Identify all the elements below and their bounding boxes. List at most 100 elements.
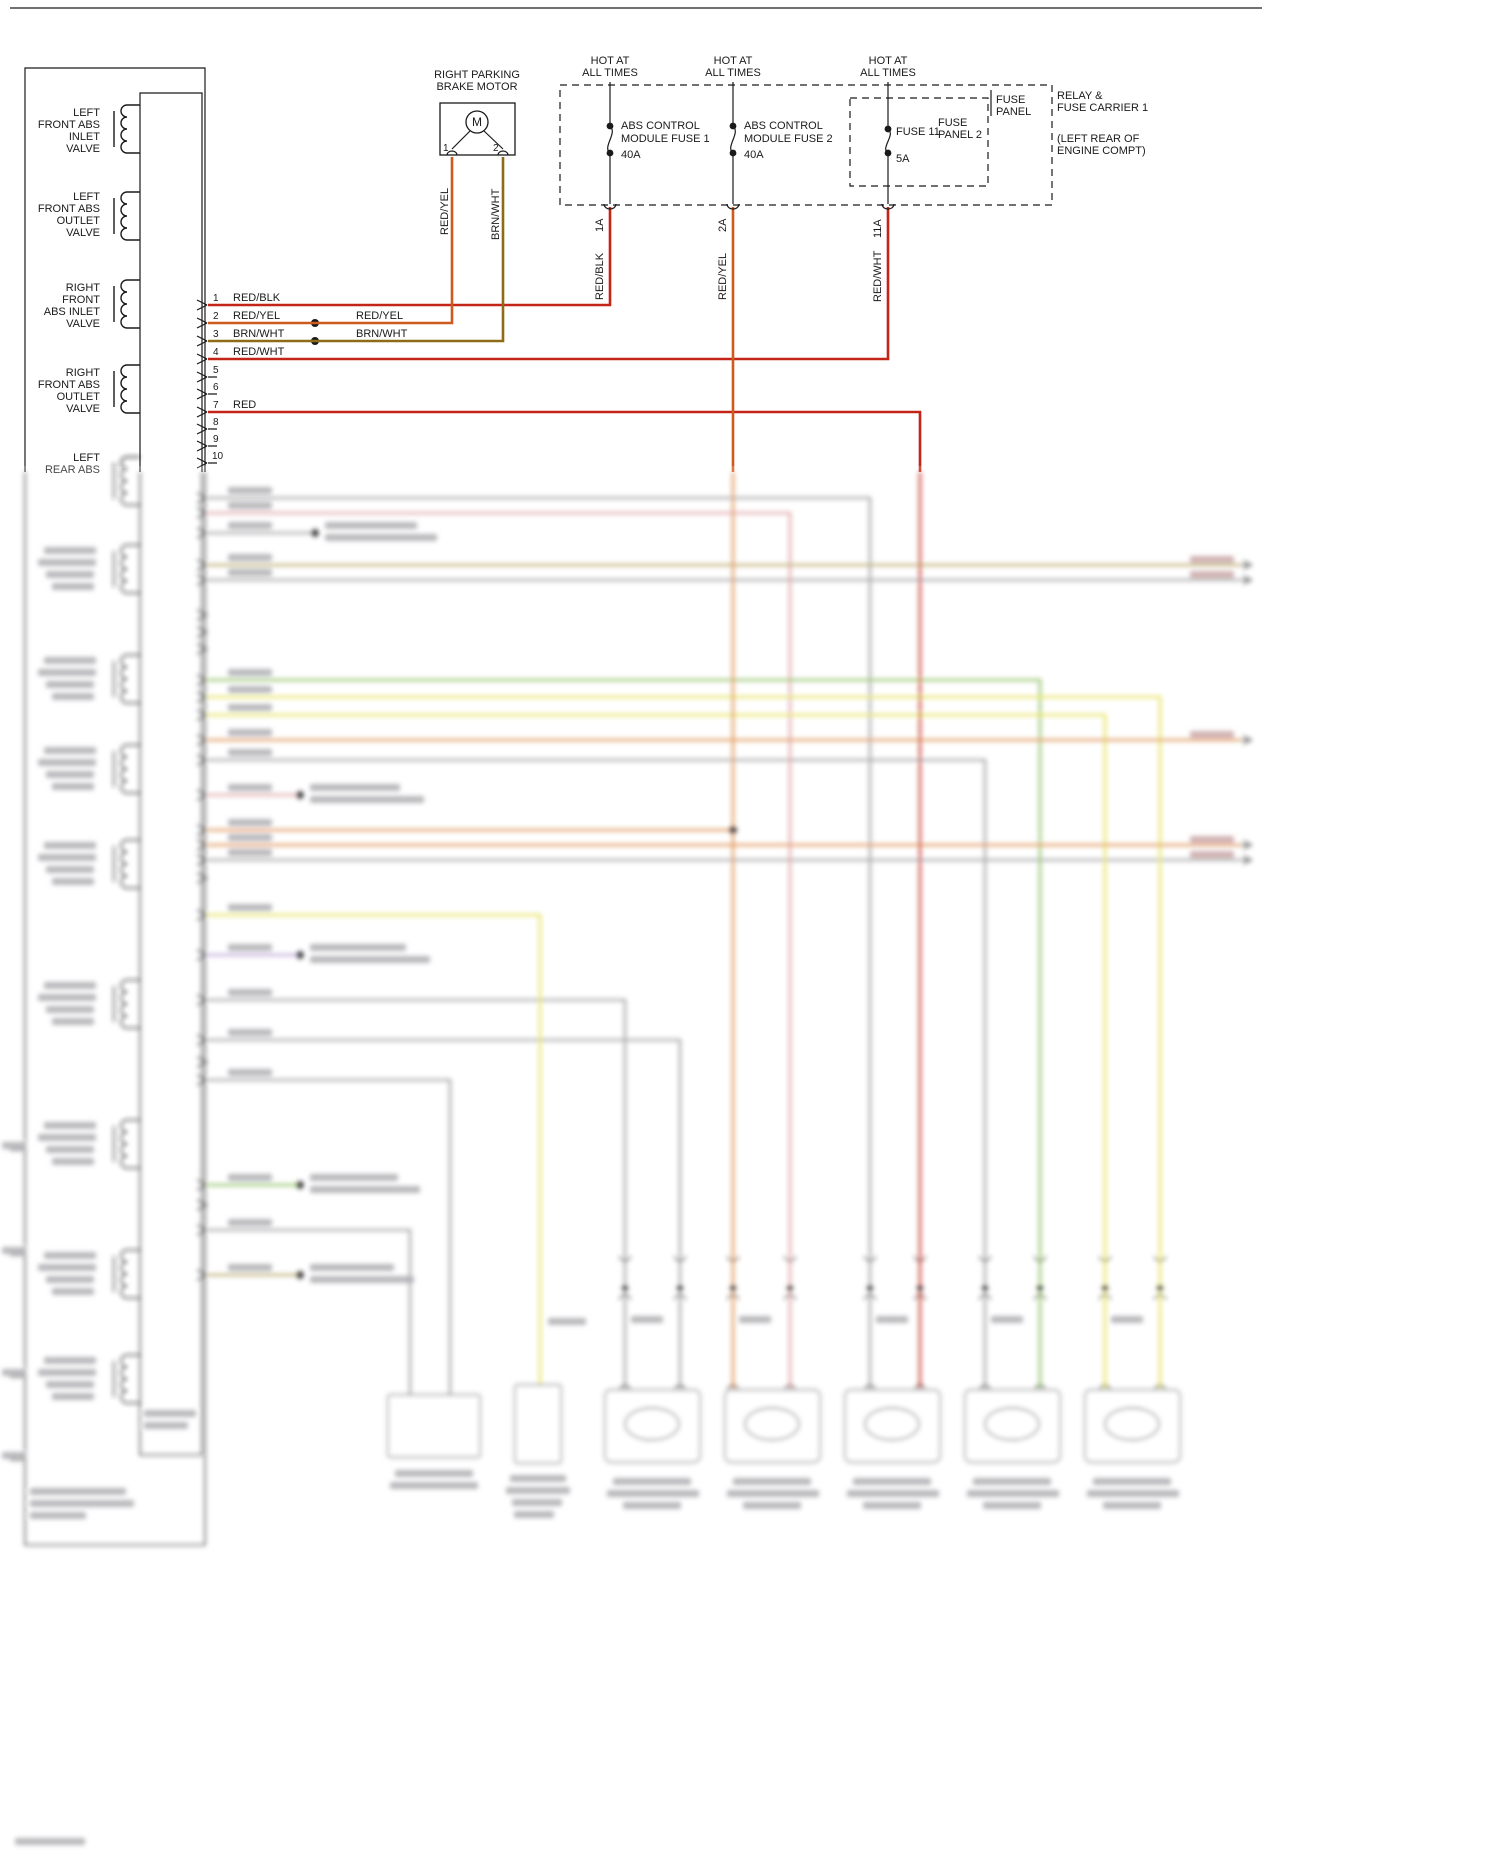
hot-at-label: ALL TIMES xyxy=(582,67,638,79)
fuse-terminal xyxy=(884,125,892,133)
pin-arc xyxy=(864,1384,876,1391)
component-label: FRONT xyxy=(62,294,100,306)
inline-connector xyxy=(727,1255,739,1301)
pin-arrow xyxy=(196,440,208,452)
blurred-text xyxy=(1087,1490,1179,1497)
blurred-text xyxy=(228,834,272,841)
pin-arrow xyxy=(196,691,208,703)
pin-number: 2 xyxy=(213,311,219,322)
splice-dot xyxy=(729,1284,737,1292)
inline-connector xyxy=(864,1255,876,1301)
component-label: RIGHT xyxy=(66,282,101,294)
blurred-lower-section xyxy=(2,456,1253,1845)
fuse-label: ABS CONTROL xyxy=(744,120,823,132)
pin-arrow xyxy=(196,492,208,504)
pin-arrow xyxy=(196,406,208,418)
solenoid-coil-symbol xyxy=(113,1249,140,1299)
blurred-text xyxy=(506,1487,570,1494)
blurred-text xyxy=(1190,556,1234,563)
blurred-text xyxy=(510,1475,566,1482)
blurred-text xyxy=(44,657,96,664)
blurred-text xyxy=(228,1029,272,1036)
fuse-label: ABS CONTROL xyxy=(621,120,700,132)
pin-arrow xyxy=(196,824,208,836)
blurred-text xyxy=(44,547,96,554)
solenoid-coil-symbol xyxy=(113,839,140,889)
motor-pin-number: 2 xyxy=(493,143,499,154)
blurred-text xyxy=(733,1478,811,1485)
solenoid-coil-symbol xyxy=(113,364,140,414)
sensor-symbol xyxy=(1104,1407,1160,1441)
hot-at-label: HOT AT xyxy=(869,55,908,67)
wire-red xyxy=(208,207,922,472)
splice-dot xyxy=(729,826,737,834)
pin-arrow xyxy=(196,353,208,365)
blurred-text xyxy=(390,1482,478,1489)
blur-wire-tan xyxy=(208,563,1240,1277)
wheel-speed-sensor xyxy=(604,1389,701,1463)
pin-arrow xyxy=(196,1199,208,1211)
blurred-text xyxy=(228,1174,272,1181)
solenoid-coil-symbol xyxy=(113,654,140,704)
pin-arrow xyxy=(196,1179,208,1191)
blurred-text xyxy=(2,1452,24,1459)
pin-arc xyxy=(979,1384,991,1391)
splice-dot xyxy=(311,529,319,537)
pin-wire-label: RED/WHT xyxy=(233,346,285,358)
pin-arrow xyxy=(196,626,208,638)
connector-decor xyxy=(113,104,208,469)
motor-pin-number: 1 xyxy=(443,143,449,154)
pin-arrow xyxy=(196,674,208,686)
splice-wire-label: RED/YEL xyxy=(356,310,403,322)
blur-wire-pink xyxy=(208,511,792,1390)
solenoid-coil-symbol xyxy=(113,1119,140,1169)
blurred-text xyxy=(46,571,94,578)
blurred-text xyxy=(38,759,96,766)
component-label: VALVE xyxy=(66,318,100,330)
blurred-text xyxy=(44,982,96,989)
control-unit-box xyxy=(387,1394,481,1458)
box-continuation xyxy=(24,472,206,1546)
pin-arrow xyxy=(196,457,208,469)
blurred-text xyxy=(631,1316,663,1323)
blurred-text xyxy=(38,994,96,1001)
pin-arc xyxy=(914,1384,926,1391)
inner-connector-box xyxy=(139,92,203,472)
blurred-text xyxy=(228,944,272,951)
sensor-symbol xyxy=(984,1407,1040,1441)
circuit-label: 11A xyxy=(872,219,884,238)
pin-arrow xyxy=(196,1224,208,1236)
blurred-text xyxy=(38,669,96,676)
blurred-text xyxy=(30,1488,126,1495)
fuse-terminal xyxy=(606,122,614,130)
hot-at-label: HOT AT xyxy=(591,55,630,67)
circuit-label: 2A xyxy=(717,218,729,232)
solenoid-coil-symbol xyxy=(113,979,140,1029)
component-label: FRONT ABS xyxy=(38,203,100,215)
blurred-text xyxy=(38,1264,96,1271)
fuse-label: 5A xyxy=(896,153,910,165)
blurred-text xyxy=(739,1316,771,1323)
component-label: LEFT xyxy=(73,452,100,464)
pin-arrow xyxy=(196,371,208,383)
blurred-text xyxy=(44,1252,96,1259)
pin-arc xyxy=(727,1384,739,1391)
pin-wire-label: BRN/WHT xyxy=(233,328,285,340)
blurred-text xyxy=(144,1422,188,1429)
fuse-terminal xyxy=(729,122,737,130)
blurred-text xyxy=(2,1369,24,1376)
pin-arrow xyxy=(196,317,208,329)
pin-arrow xyxy=(196,839,208,851)
splice-dot xyxy=(296,1181,304,1189)
fuse-panel-2-label: PANEL 2 xyxy=(938,129,982,141)
pin-arrow xyxy=(196,709,208,721)
page-exit-arrow xyxy=(1240,735,1253,745)
blurred-text xyxy=(607,1490,699,1497)
pin-arrow xyxy=(196,1034,208,1046)
page-exit-arrow xyxy=(1240,840,1253,850)
solenoid-coil-symbol xyxy=(113,544,140,594)
blurred-text xyxy=(310,1276,414,1283)
pin-arrow xyxy=(196,423,208,435)
blurred-text xyxy=(1190,836,1234,843)
motor-legs xyxy=(446,130,509,156)
